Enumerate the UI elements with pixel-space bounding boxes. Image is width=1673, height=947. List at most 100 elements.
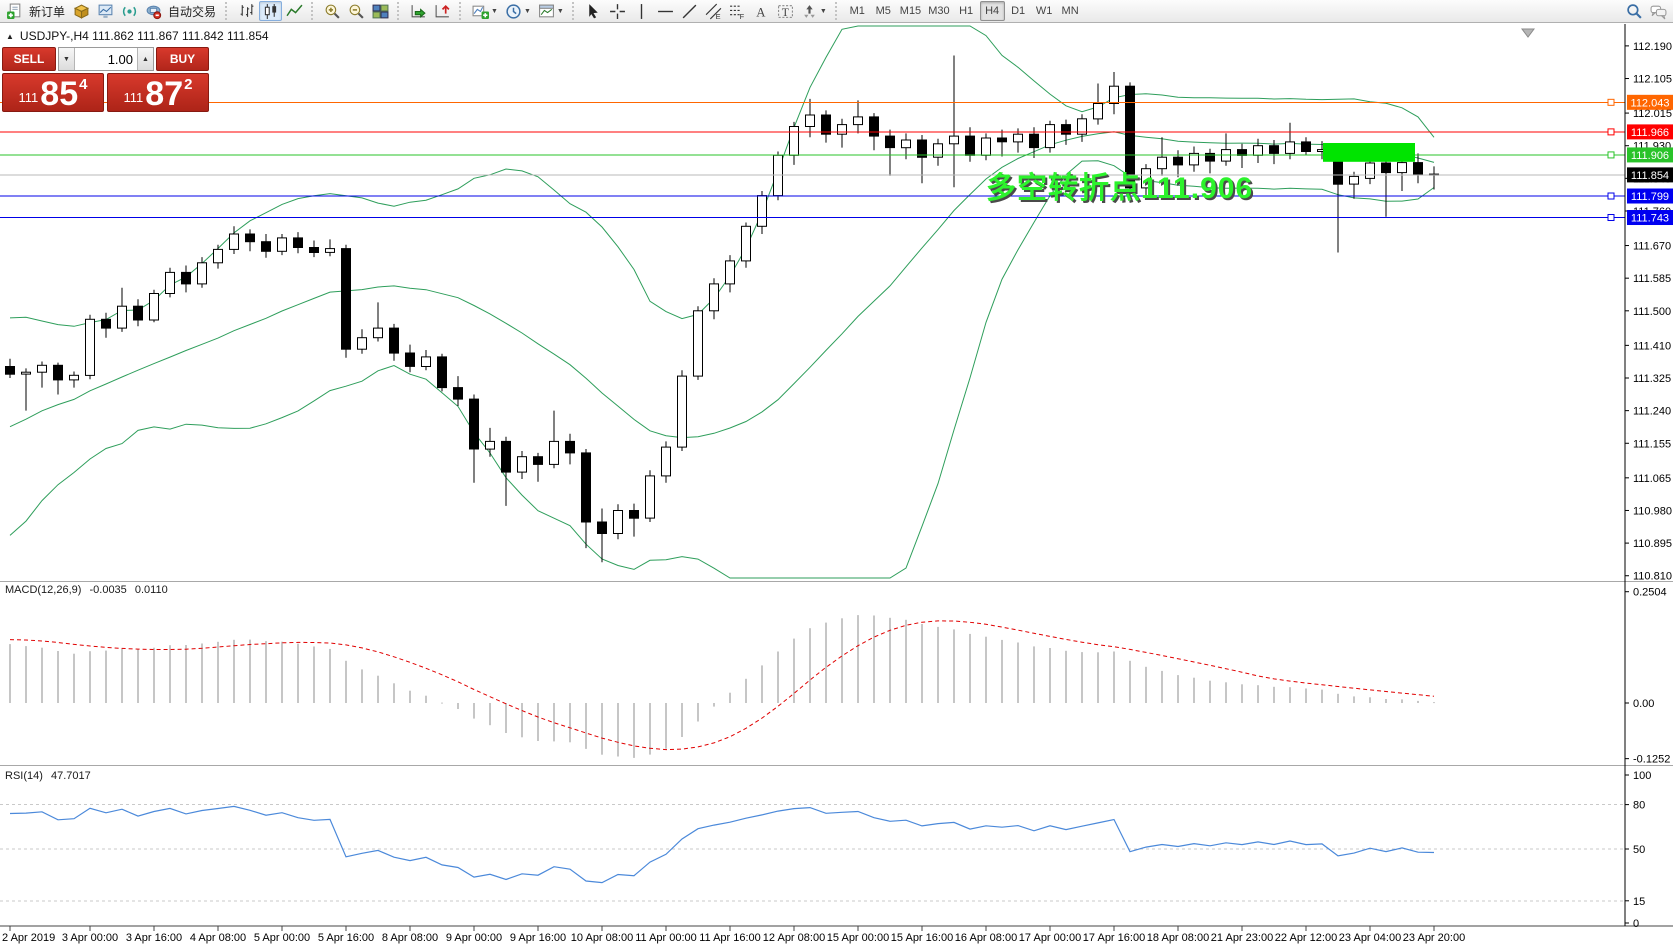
tf-mn-button[interactable]: MN	[1061, 5, 1079, 17]
svg-text:111.906: 111.906	[1631, 150, 1669, 162]
time-axis[interactable]: 2 Apr 2019 3 Apr 00:00 3 Apr 16:00 4 Apr 08…	[2, 926, 1465, 944]
chat-button[interactable]	[1647, 1, 1670, 21]
chart-canvas[interactable]: 112.190112.105112.015111.930111.845111.7…	[0, 24, 1673, 947]
arrows-icon	[804, 4, 815, 18]
svg-text:10 Apr 08:00: 10 Apr 08:00	[571, 932, 633, 944]
arrows-button[interactable]: ▼	[798, 1, 830, 21]
svg-text:11 Apr 16:00: 11 Apr 16:00	[699, 932, 761, 944]
rsi-label: RSI(14) 47.7017	[5, 770, 96, 782]
svg-text:112.105: 112.105	[1633, 74, 1672, 86]
macd-value-main: -0.0035	[89, 584, 127, 596]
horizontal-line-button[interactable]	[654, 1, 677, 21]
sell-price-sup: 4	[79, 76, 88, 93]
volume-increase-button[interactable]: ▲	[137, 48, 153, 70]
toolbar-separator	[571, 2, 577, 20]
tf-h4-button[interactable]: H4	[979, 1, 1005, 21]
macd-label: MACD(12,26,9) -0.0035 0.0110	[5, 584, 173, 596]
volume-input[interactable]	[75, 48, 137, 70]
buy-button[interactable]: BUY	[156, 47, 209, 71]
market-terminal-button[interactable]	[94, 1, 117, 21]
tf-h1-button[interactable]: H1	[959, 5, 974, 17]
line-anchor	[1607, 98, 1615, 106]
tf-m30-button[interactable]: M30	[928, 5, 950, 17]
templates-button[interactable]: ▼	[535, 1, 567, 21]
svg-text:22 Apr 12:00: 22 Apr 12:00	[1275, 932, 1337, 944]
trendline-button[interactable]	[678, 1, 701, 21]
svg-text:12 Apr 08:00: 12 Apr 08:00	[763, 932, 825, 944]
history-center-button[interactable]	[70, 1, 93, 21]
candlestick-button[interactable]	[259, 1, 283, 21]
volume-decrease-button[interactable]: ▼	[59, 48, 75, 70]
text-label-icon: T	[777, 4, 793, 18]
periods-button[interactable]: ▼	[502, 1, 534, 21]
cursor-icon	[589, 3, 598, 18]
text-label-button[interactable]: T	[774, 1, 797, 21]
svg-text:111.155: 111.155	[1633, 438, 1671, 450]
cursor-button[interactable]	[582, 1, 605, 21]
svg-text:15 Apr 16:00: 15 Apr 16:00	[891, 932, 953, 944]
svg-text:111.799: 111.799	[1631, 191, 1669, 203]
chart-shift-button[interactable]	[431, 1, 454, 21]
svg-text:17 Apr 16:00: 17 Apr 16:00	[1083, 932, 1145, 944]
auto-scroll-button[interactable]	[407, 1, 430, 21]
svg-text:15: 15	[1633, 896, 1645, 908]
tf-m1-button[interactable]: M1	[849, 5, 865, 17]
macd-panel	[9, 615, 1435, 758]
rsi-value: 47.7017	[50, 770, 91, 782]
fibonacci-button[interactable]: F	[726, 1, 749, 21]
autotrade-button[interactable]	[142, 1, 165, 21]
pivot-annotation[interactable]: 多空转折点111.906	[986, 172, 1254, 205]
line-chart-button[interactable]	[283, 1, 306, 21]
text-button[interactable]: A	[750, 1, 773, 21]
tf-w1-button[interactable]: W1	[1035, 5, 1053, 17]
svg-text:-0.1252: -0.1252	[1633, 754, 1670, 766]
crosshair-button[interactable]	[606, 1, 629, 21]
horizontal-lines[interactable]	[0, 98, 1625, 222]
trendline-icon	[682, 4, 697, 18]
one-click-trade-panel: SELL ▼ ▲ BUY 111 85 4 111 87 2	[2, 47, 209, 112]
tf-d1-button[interactable]: D1	[1011, 5, 1026, 17]
svg-text:8 Apr 08:00: 8 Apr 08:00	[382, 932, 438, 944]
svg-text:3 Apr 00:00: 3 Apr 00:00	[62, 932, 118, 944]
svg-text:21 Apr 23:00: 21 Apr 23:00	[1211, 932, 1273, 944]
highlight-rect[interactable]	[1323, 143, 1415, 162]
chevron-down-icon: ▼	[491, 7, 498, 15]
candlestick-icon	[264, 3, 277, 19]
vertical-line-icon	[640, 3, 643, 19]
buy-price-box[interactable]: 111 87 2	[107, 73, 209, 112]
price-axis[interactable]: 112.190112.105112.015111.930111.845111.7…	[1624, 24, 1673, 930]
svg-text:9 Apr 16:00: 9 Apr 16:00	[510, 932, 566, 944]
svg-text:F: F	[739, 11, 744, 19]
collapse-icon[interactable]: ▲	[6, 31, 14, 41]
buy-price-sup: 2	[184, 76, 193, 93]
tf-m15-button[interactable]: M15	[899, 5, 922, 17]
vertical-line-button[interactable]	[630, 1, 653, 21]
new-order-button[interactable]	[3, 1, 26, 21]
ohlc-bars-button[interactable]	[235, 1, 258, 21]
sell-button[interactable]: SELL	[2, 47, 56, 71]
indicators-button[interactable]: ▼	[469, 1, 501, 21]
autotrade-label[interactable]: 自动交易	[168, 4, 217, 19]
line-anchor	[1607, 128, 1615, 136]
svg-text:0.00: 0.00	[1633, 698, 1654, 710]
zoom-out-icon	[349, 4, 364, 19]
fibonacci-icon: F	[729, 5, 744, 20]
svg-text:9 Apr 00:00: 9 Apr 00:00	[446, 932, 502, 944]
chart-title-text: USDJPY-,H4 111.862 111.867 111.842 111.8…	[19, 29, 269, 43]
tf-m5-button[interactable]: M5	[875, 5, 891, 17]
zoom-out-button[interactable]	[345, 1, 368, 21]
equidistant-channel-button[interactable]: E	[702, 1, 725, 21]
toolbar-separator	[397, 2, 402, 20]
sell-price-big: 85	[40, 75, 79, 113]
toolbar-separator	[834, 2, 840, 20]
search-button[interactable]	[1623, 1, 1646, 21]
signals-button[interactable]	[118, 1, 141, 21]
svg-text:23 Apr 04:00: 23 Apr 04:00	[1339, 932, 1401, 944]
toolbar-separator	[225, 2, 230, 20]
svg-text:110.980: 110.980	[1633, 505, 1672, 517]
sell-price-box[interactable]: 111 85 4	[2, 73, 104, 112]
zoom-in-button[interactable]	[321, 1, 344, 21]
svg-text:18 Apr 08:00: 18 Apr 08:00	[1147, 932, 1209, 944]
new-order-label[interactable]: 新订单	[29, 4, 66, 19]
tile-windows-button[interactable]	[369, 1, 392, 21]
